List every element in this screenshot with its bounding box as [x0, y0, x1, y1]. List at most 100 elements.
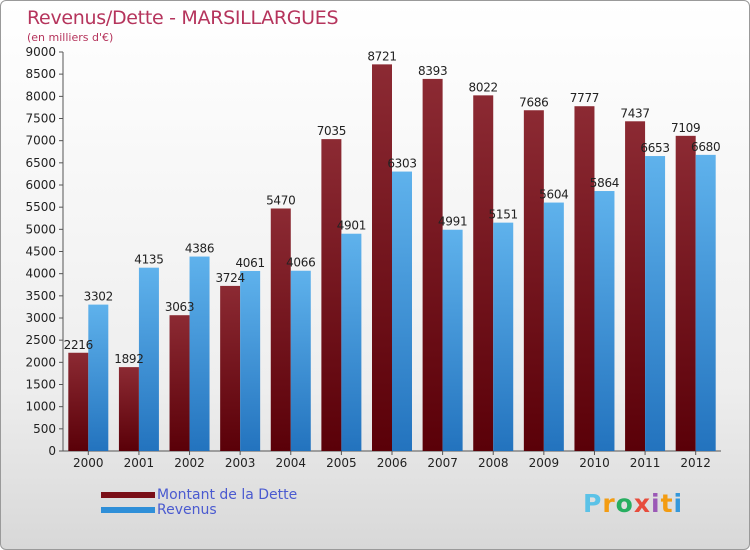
- x-tick-label: 2000: [73, 456, 104, 470]
- data-label-dette: 8393: [418, 64, 447, 78]
- y-tick-label: 3000: [25, 311, 56, 325]
- y-tick-label: 3500: [25, 289, 56, 303]
- data-label-dette: 8022: [469, 80, 498, 94]
- x-tick-label: 2009: [529, 456, 560, 470]
- logo-letter: P: [583, 489, 603, 518]
- data-label-dette: 7109: [671, 121, 700, 135]
- legend-item-dette: Montant de la Dette: [101, 486, 298, 503]
- y-tick-label: 6500: [25, 156, 56, 170]
- bar-dette: [118, 367, 139, 451]
- bar-revenus: [442, 229, 463, 451]
- axes: 0 500 1000 1500 2000 2500 3000 3500 4000 4500 5000…: [25, 45, 721, 470]
- y-tick-label: 8000: [25, 89, 56, 103]
- y-tick-label: 2000: [25, 355, 56, 369]
- bar-dette: [675, 135, 696, 451]
- data-label-dette: 1892: [114, 352, 143, 366]
- logo-letter: r: [602, 489, 616, 518]
- data-label-revenus: 4991: [438, 215, 467, 229]
- bar-dette: [422, 78, 443, 451]
- bar-dette: [473, 95, 494, 451]
- data-label-revenus: 6680: [691, 140, 720, 154]
- proxiti-logo: Proxiti: [583, 489, 683, 518]
- bar-dette: [523, 110, 544, 451]
- logo-letter: i: [651, 489, 661, 518]
- data-label-revenus: 5151: [489, 208, 518, 222]
- data-label-revenus: 4061: [235, 256, 264, 270]
- x-tick-label: 2008: [478, 456, 509, 470]
- bar-dette: [321, 139, 342, 452]
- y-tick-label: 5000: [25, 222, 56, 236]
- bar-revenus: [594, 191, 615, 451]
- y-tick-label: 4500: [25, 245, 56, 259]
- y-tick-label: 6000: [25, 178, 56, 192]
- data-label-dette: 7437: [620, 106, 649, 120]
- x-tick-label: 2003: [225, 456, 256, 470]
- data-label-dette: 2216: [64, 338, 93, 352]
- x-tick-label: 2004: [275, 456, 306, 470]
- bar-dette: [372, 64, 392, 451]
- data-label-dette: 7777: [570, 91, 599, 105]
- bars: [68, 64, 716, 452]
- y-tick-label: 0: [48, 444, 56, 458]
- bar-revenus: [695, 154, 716, 451]
- bar-revenus: [138, 267, 159, 451]
- bar-revenus: [189, 256, 210, 451]
- data-label-revenus: 6303: [387, 157, 416, 171]
- data-label-revenus: 5864: [590, 176, 619, 190]
- y-tick-label: 500: [33, 422, 56, 436]
- bar-revenus: [240, 270, 261, 451]
- x-tick-label: 2007: [427, 456, 458, 470]
- bar-revenus: [88, 304, 109, 451]
- data-label-dette: 8721: [367, 49, 396, 63]
- data-label-dette: 7035: [317, 124, 346, 138]
- legend-item-revenus: Revenus: [101, 501, 297, 518]
- bar-revenus: [341, 233, 362, 451]
- legend-label-dette: Montant de la Dette: [157, 486, 298, 503]
- data-label-revenus: 3302: [84, 290, 113, 304]
- legend-swatch-revenus: [101, 506, 155, 513]
- data-label-revenus: 4386: [185, 242, 214, 256]
- y-tick-label: 1500: [25, 378, 56, 392]
- bar-revenus: [645, 156, 666, 451]
- chart-title: Revenus/Dette - MARSILLARGUES: [27, 7, 339, 29]
- y-tick-label: 2500: [25, 333, 56, 347]
- bar-dette: [625, 121, 646, 451]
- y-tick-label: 4000: [25, 267, 56, 281]
- bar-revenus: [290, 270, 311, 451]
- legend-swatch-dette: [101, 491, 155, 498]
- data-label-dette: 3724: [215, 271, 244, 285]
- y-tick-label: 7500: [25, 112, 56, 126]
- x-tick-label: 2001: [124, 456, 155, 470]
- y-tick-label: 8500: [25, 67, 56, 81]
- x-tick-label: 2002: [174, 456, 205, 470]
- bar-dette: [169, 315, 190, 451]
- data-label-revenus: 6653: [640, 141, 669, 155]
- x-tick-label: 2005: [326, 456, 357, 470]
- data-label-dette: 5470: [266, 193, 295, 207]
- bar-revenus: [493, 222, 514, 451]
- logo-letter: t: [660, 489, 674, 518]
- data-label-revenus: 4901: [337, 219, 366, 233]
- y-tick-label: 7000: [25, 134, 56, 148]
- x-tick-label: 2011: [630, 456, 661, 470]
- legend-label-revenus: Revenus: [157, 501, 217, 518]
- bar-dette: [574, 106, 595, 451]
- chart-subtitle: (en milliers d'€): [27, 31, 114, 44]
- logo-letter: x: [633, 489, 651, 518]
- y-tick-label: 9000: [25, 45, 56, 59]
- bar-dette: [220, 285, 241, 451]
- x-tick-label: 2010: [579, 456, 610, 470]
- bar-revenus: [392, 171, 412, 451]
- bar-dette: [68, 352, 89, 451]
- bar-revenus: [543, 202, 564, 451]
- logo-letter: i: [673, 489, 684, 518]
- data-label-revenus: 4066: [286, 256, 315, 270]
- data-label-dette: 3063: [165, 300, 194, 314]
- x-tick-label: 2006: [377, 456, 408, 470]
- data-label-revenus: 5604: [539, 188, 568, 202]
- x-tick-label: 2012: [680, 456, 711, 470]
- y-tick-label: 1000: [25, 400, 56, 414]
